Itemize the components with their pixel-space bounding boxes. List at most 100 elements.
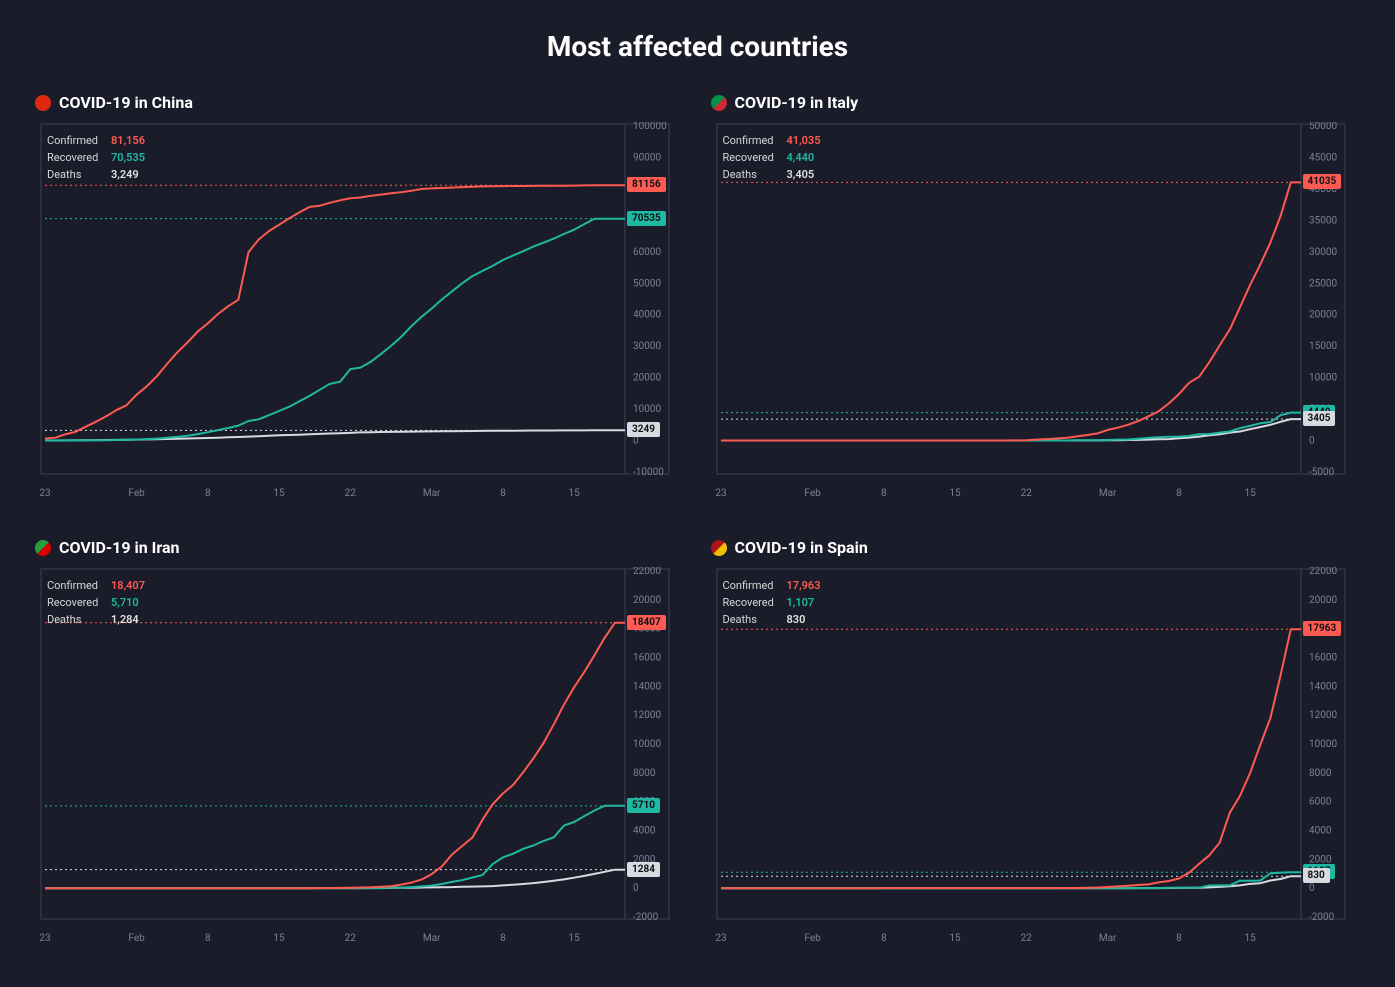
x-tick-label: 15: [1244, 488, 1256, 499]
series-confirmed: [45, 185, 625, 438]
y-tick-label: 8000: [1309, 768, 1332, 779]
y-tick-label: 20000: [633, 595, 661, 606]
x-tick-label: Mar: [423, 488, 441, 499]
x-tick-label: 23: [715, 933, 726, 944]
x-tick-label: Feb: [128, 933, 145, 944]
y-tick-label: 16000: [633, 653, 661, 664]
end-badge-deaths: 3249: [627, 422, 660, 437]
flag-icon: [35, 95, 51, 111]
y-tick-label: 0: [633, 883, 639, 894]
chart: -100000100002000030000400005000060000700…: [35, 122, 675, 512]
y-tick-label: 50000: [633, 278, 661, 289]
x-tick-label: 8: [880, 933, 886, 944]
legend-deaths-value: 1,284: [111, 611, 139, 628]
legend-confirmed-label: Confirmed: [723, 577, 781, 594]
panel-header: COVID-19 in Iran: [35, 538, 685, 557]
x-tick-label: 15: [949, 488, 961, 499]
panel-title: COVID-19 in Iran: [59, 538, 180, 557]
panel-header: COVID-19 in Italy: [711, 93, 1361, 112]
y-tick-label: 30000: [633, 341, 661, 352]
y-tick-label: 16000: [1309, 653, 1337, 664]
x-tick-label: 15: [949, 933, 961, 944]
x-tick-label: 8: [500, 488, 506, 499]
legend-confirmed-value: 41,035: [787, 132, 821, 149]
legend-deaths-value: 830: [787, 611, 806, 628]
panel-title: COVID-19 in Spain: [735, 538, 868, 557]
legend-recovered-value: 5,710: [111, 594, 139, 611]
y-tick-label: 10000: [1309, 373, 1337, 384]
chart-grid: COVID-19 in China-1000001000020000300004…: [35, 93, 1360, 957]
legend-deaths-label: Deaths: [47, 611, 105, 628]
y-tick-label: 8000: [633, 768, 656, 779]
series-recovered: [45, 219, 625, 441]
end-badge-deaths: 1284: [627, 862, 660, 877]
y-tick-label: 60000: [633, 247, 661, 258]
legend-confirmed-label: Confirmed: [723, 132, 781, 149]
legend-confirmed-value: 17,963: [787, 577, 821, 594]
flag-icon: [35, 540, 51, 556]
end-badge-recovered: 70535: [627, 211, 666, 226]
y-tick-label: 20000: [633, 373, 661, 384]
series-deaths: [721, 419, 1301, 440]
x-tick-label: Feb: [804, 933, 821, 944]
panel-title: COVID-19 in Italy: [735, 93, 859, 112]
x-tick-label: 8: [500, 933, 506, 944]
x-tick-label: 8: [1176, 933, 1182, 944]
series-confirmed: [45, 623, 625, 888]
x-tick-label: Feb: [804, 488, 821, 499]
series-confirmed: [721, 182, 1301, 440]
y-tick-label: -5000: [1309, 467, 1335, 478]
y-tick-label: 14000: [1309, 681, 1337, 692]
series-recovered: [721, 413, 1301, 441]
y-tick-label: 0: [1309, 883, 1315, 894]
panel-china: COVID-19 in China-1000001000020000300004…: [35, 93, 685, 512]
y-tick-label: 0: [1309, 436, 1315, 447]
x-tick-label: 15: [273, 933, 285, 944]
series-recovered: [721, 872, 1301, 888]
flag-icon: [711, 95, 727, 111]
legend-recovered-value: 4,440: [787, 149, 815, 166]
legend-confirmed-label: Confirmed: [47, 132, 105, 149]
panel-header: COVID-19 in Spain: [711, 538, 1361, 557]
x-tick-label: 22: [1020, 933, 1032, 944]
series-deaths: [45, 870, 625, 889]
y-tick-label: 100000: [633, 122, 667, 132]
chart: -200002000400060008000100001200014000160…: [711, 567, 1351, 957]
panel-iran: COVID-19 in Iran-20000200040006000800010…: [35, 538, 685, 957]
y-tick-label: 25000: [1309, 278, 1337, 289]
y-tick-label: 10000: [633, 739, 661, 750]
y-tick-label: 12000: [633, 710, 661, 721]
y-tick-label: 40000: [633, 310, 661, 321]
y-tick-label: 35000: [1309, 215, 1337, 226]
y-tick-label: 4000: [1309, 826, 1332, 837]
legend-deaths-value: 3,405: [787, 166, 815, 183]
y-tick-label: 30000: [1309, 247, 1337, 258]
x-tick-label: Mar: [1098, 488, 1116, 499]
x-tick-label: 15: [1244, 933, 1256, 944]
legend: Confirmed41,035Recovered4,440Deaths3,405: [717, 128, 827, 187]
panel-spain: COVID-19 in Spain-2000020004000600080001…: [711, 538, 1361, 957]
legend-recovered-label: Recovered: [723, 594, 781, 611]
end-badge-confirmed: 17963: [1303, 621, 1342, 636]
chart: -200002000400060008000100001200014000160…: [35, 567, 675, 957]
y-tick-label: 12000: [1309, 710, 1337, 721]
y-tick-label: 20000: [1309, 310, 1337, 321]
y-tick-label: 10000: [1309, 739, 1337, 750]
series-recovered: [45, 806, 625, 888]
y-tick-label: 0: [633, 436, 639, 447]
x-tick-label: 8: [880, 488, 886, 499]
legend-recovered-label: Recovered: [47, 594, 105, 611]
y-tick-label: 6000: [1309, 797, 1332, 808]
y-tick-label: -10000: [633, 467, 664, 478]
end-badge-deaths: 830: [1303, 868, 1330, 883]
x-tick-label: 22: [345, 488, 357, 499]
x-tick-label: 22: [1020, 488, 1032, 499]
legend-deaths-value: 3,249: [111, 166, 139, 183]
x-tick-label: 8: [1176, 488, 1182, 499]
x-tick-label: 23: [39, 488, 50, 499]
y-tick-label: 20000: [1309, 595, 1337, 606]
x-tick-label: 15: [568, 933, 580, 944]
chart: -500005000100001500020000250003000035000…: [711, 122, 1351, 512]
y-tick-label: 4000: [633, 826, 656, 837]
x-tick-label: 15: [568, 488, 580, 499]
